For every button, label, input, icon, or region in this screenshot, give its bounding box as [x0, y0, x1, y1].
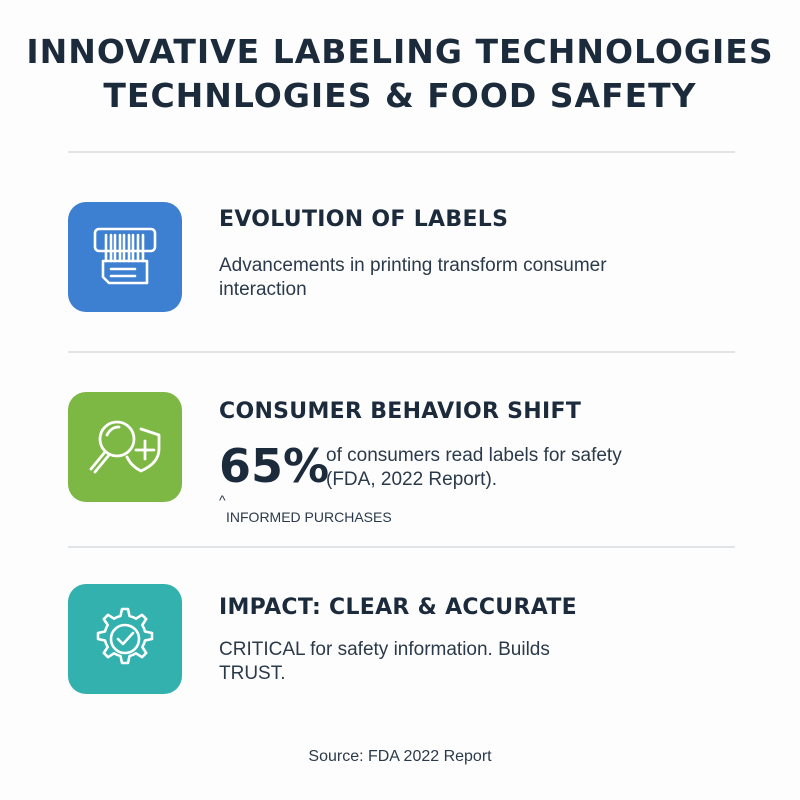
magnifier-shield-icon: [68, 392, 182, 502]
source-note: Source: FDA 2022 Report: [308, 748, 492, 765]
gear-check-icon: [68, 584, 182, 694]
divider: [68, 546, 735, 548]
section-heading: CONSUMER BEHAVIOR SHIFT: [219, 399, 582, 424]
section-body: CRITICAL for safety information. Builds …: [219, 639, 550, 684]
section-body: Advancements in printing transform consu…: [219, 255, 607, 300]
divider: [68, 151, 735, 153]
label-printer-icon: [68, 202, 182, 312]
page-title: INNOVATIVE LABELING TECHNOLOGIES TECHNLO…: [0, 30, 800, 118]
stat-caption: INFORMED PURCHASES: [226, 509, 392, 525]
section-heading: IMPACT: CLEAR & ACCURATE: [219, 595, 577, 620]
stat-description: of consumers read labels for safety (FDA…: [326, 445, 622, 490]
divider: [68, 351, 735, 353]
title-line-1: INNOVATIVE LABELING TECHNOLOGIES: [26, 32, 774, 71]
title-line-2: TECHNLOGIES & FOOD SAFETY: [103, 76, 697, 115]
caret-marker: ^: [219, 492, 226, 508]
section-heading: EVOLUTION OF LABELS: [219, 207, 509, 232]
stat-value: 65%: [219, 439, 330, 493]
